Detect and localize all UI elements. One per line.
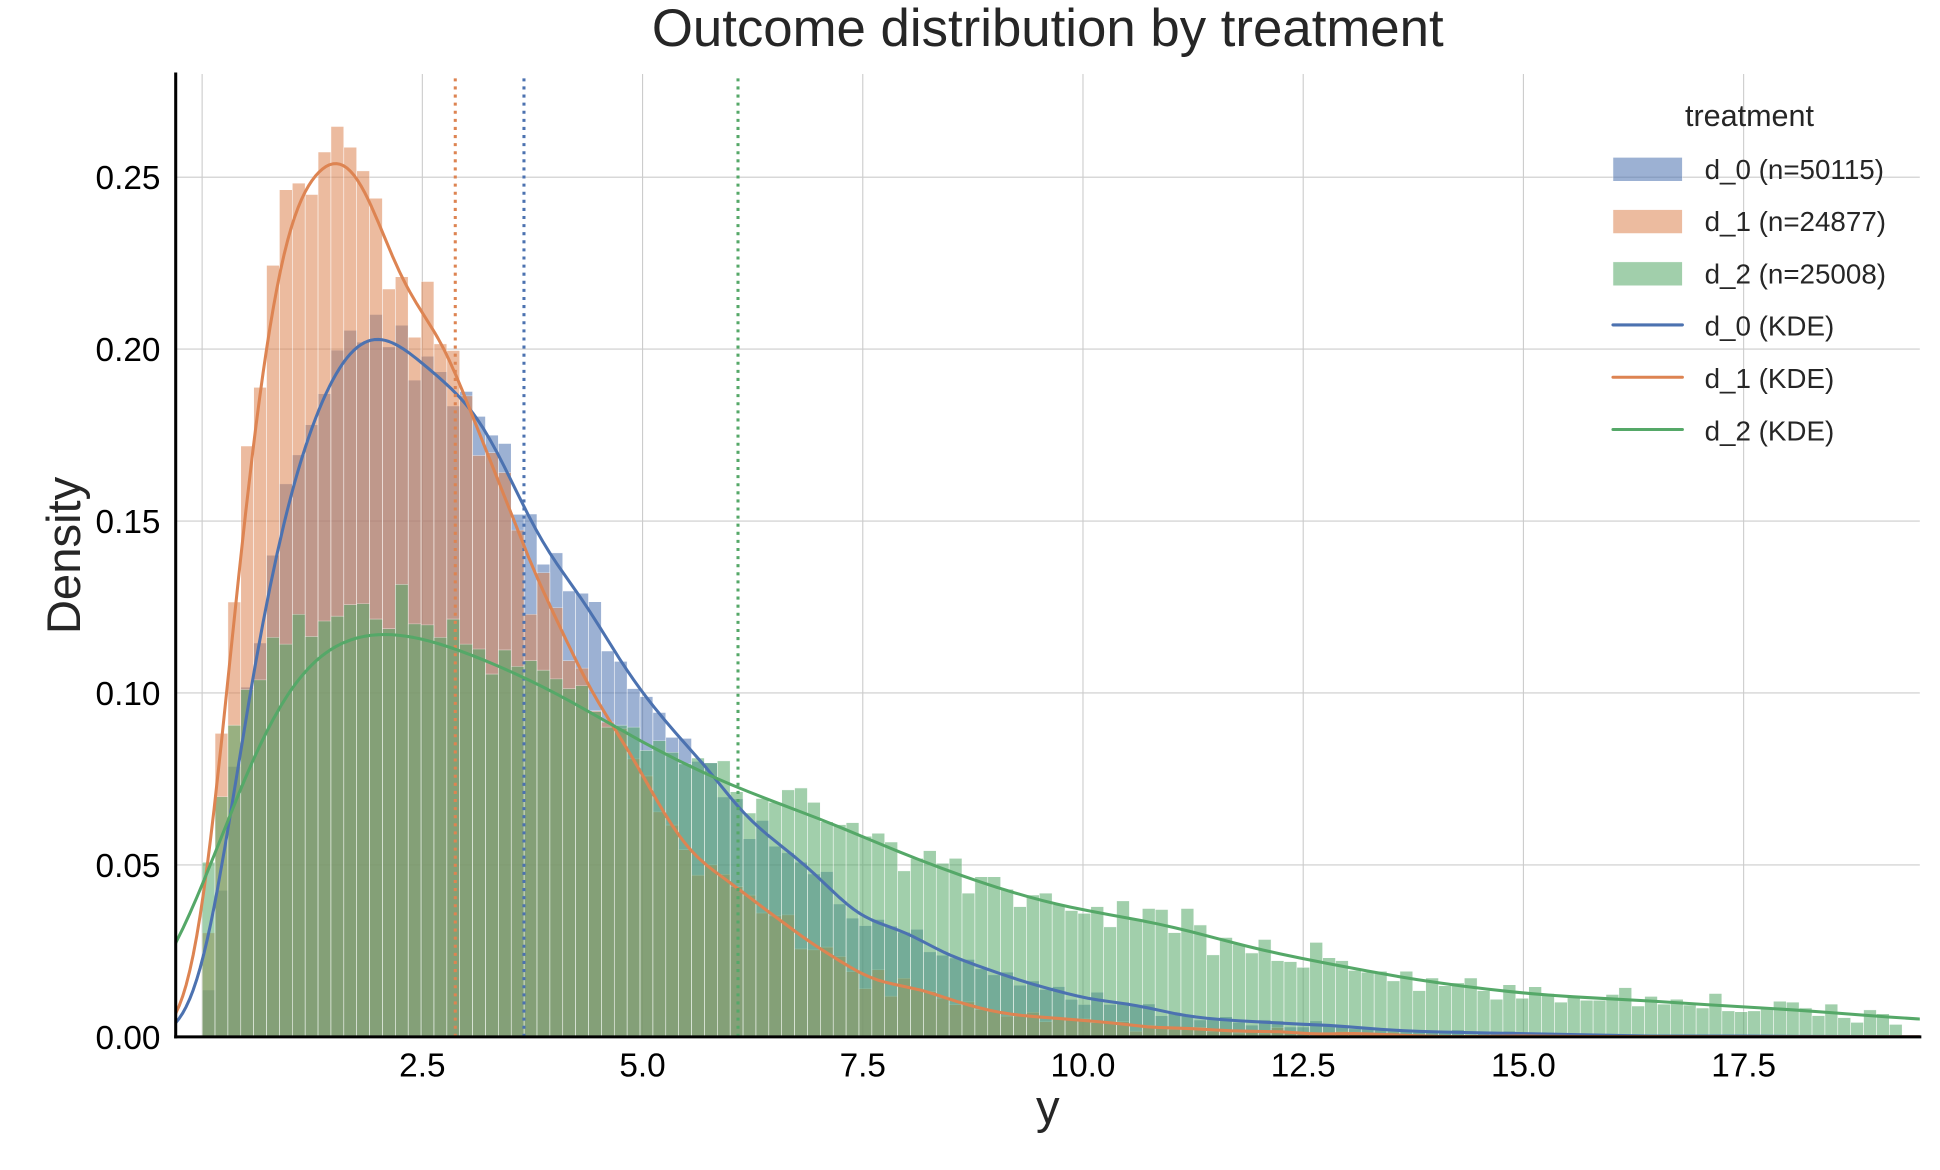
svg-text:0.15: 0.15 xyxy=(96,504,161,541)
svg-text:treatment: treatment xyxy=(1685,99,1815,133)
svg-text:7.5: 7.5 xyxy=(840,1047,886,1084)
svg-text:2.5: 2.5 xyxy=(399,1047,445,1084)
svg-text:d_0 (KDE): d_0 (KDE) xyxy=(1705,311,1835,342)
svg-text:d_2 (n=25008): d_2 (n=25008) xyxy=(1705,258,1886,289)
svg-text:0.10: 0.10 xyxy=(96,676,161,713)
svg-text:y: y xyxy=(1036,1081,1060,1134)
svg-text:0.20: 0.20 xyxy=(96,332,161,369)
svg-text:17.5: 17.5 xyxy=(1711,1047,1776,1084)
svg-text:0.00: 0.00 xyxy=(96,1020,161,1057)
svg-text:d_1 (KDE): d_1 (KDE) xyxy=(1705,363,1835,394)
svg-text:0.25: 0.25 xyxy=(96,160,161,197)
svg-text:12.5: 12.5 xyxy=(1271,1047,1336,1084)
svg-text:5.0: 5.0 xyxy=(619,1047,665,1084)
svg-text:d_1 (n=24877): d_1 (n=24877) xyxy=(1705,206,1886,237)
svg-text:Outcome distribution by treatm: Outcome distribution by treatment xyxy=(652,0,1444,58)
svg-text:10.0: 10.0 xyxy=(1051,1047,1116,1084)
svg-text:0.05: 0.05 xyxy=(96,848,161,885)
svg-text:Density: Density xyxy=(38,476,91,634)
svg-text:15.0: 15.0 xyxy=(1491,1047,1556,1084)
svg-text:d_2 (KDE): d_2 (KDE) xyxy=(1705,415,1835,446)
svg-text:d_0 (n=50115): d_0 (n=50115) xyxy=(1705,154,1884,185)
